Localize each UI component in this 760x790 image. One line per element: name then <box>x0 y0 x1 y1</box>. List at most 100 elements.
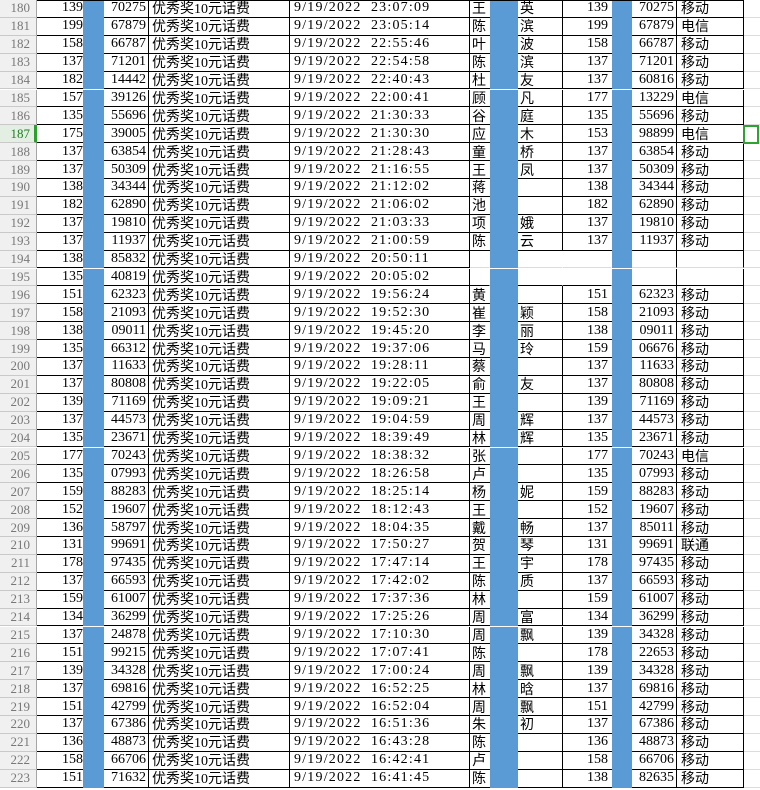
masked-column-2[interactable] <box>490 698 518 716</box>
cell-number-prefix[interactable]: 153 <box>563 125 612 144</box>
cell-surname[interactable]: 李 <box>470 322 490 341</box>
grid-margin-cell[interactable] <box>744 197 760 215</box>
cell-number-left[interactable]: 137 <box>37 215 83 233</box>
cell-number-suffix[interactable]: 48873 <box>104 733 149 752</box>
cell-number-left[interactable]: 137 <box>37 716 83 734</box>
grid-margin-cell[interactable] <box>744 680 760 699</box>
masked-column-3[interactable] <box>612 680 632 699</box>
cell-number-tail[interactable]: 19607 <box>632 501 677 520</box>
cell-number-suffix[interactable]: 07993 <box>104 465 149 484</box>
cell-carrier[interactable]: 移动 <box>677 716 744 734</box>
active-cell-selection[interactable] <box>743 124 759 144</box>
cell-datetime[interactable]: 9/19/2022 16:41:45 <box>290 769 470 788</box>
cell-carrier[interactable]: 移动 <box>677 214 744 233</box>
cell-number-tail[interactable]: 69816 <box>632 680 677 699</box>
cell-prize[interactable]: 优秀奖10元话费 <box>149 465 290 484</box>
cell-number-suffix[interactable]: 63854 <box>104 143 149 162</box>
cell-surname[interactable]: 陈 <box>470 644 490 663</box>
masked-column-1[interactable] <box>83 268 104 287</box>
masked-column-3[interactable] <box>612 71 632 90</box>
cell-number-suffix[interactable]: 97435 <box>104 554 149 573</box>
masked-column-1[interactable] <box>83 716 104 734</box>
cell-prize[interactable]: 优秀奖10元话费 <box>149 716 290 734</box>
cell-surname[interactable]: 顾 <box>470 90 490 108</box>
cell-given-name[interactable] <box>518 465 563 484</box>
cell-number-suffix[interactable]: 66312 <box>104 340 149 358</box>
cell-number-suffix[interactable]: 67879 <box>104 17 149 36</box>
masked-column-1[interactable] <box>83 196 104 215</box>
cell-given-name[interactable]: 晗 <box>518 680 563 699</box>
grid-margin-cell[interactable] <box>744 734 760 752</box>
grid-margin-cell[interactable] <box>744 179 760 197</box>
row-header-cell[interactable]: 189 <box>0 161 37 179</box>
cell-datetime[interactable]: 9/19/2022 18:12:43 <box>290 501 470 520</box>
cell-surname[interactable]: 周 <box>470 609 490 627</box>
cell-given-name[interactable] <box>518 501 563 520</box>
cell-number-tail[interactable]: 42799 <box>632 698 677 716</box>
cell-given-name[interactable]: 凡 <box>518 89 563 108</box>
cell-prize[interactable]: 优秀奖10元话费 <box>149 143 290 162</box>
masked-column-3[interactable] <box>612 662 632 681</box>
masked-column-1[interactable] <box>83 572 104 591</box>
cell-surname[interactable] <box>470 251 490 269</box>
cell-surname[interactable]: 陈 <box>470 734 490 752</box>
row-header-cell[interactable]: 194 <box>0 250 37 269</box>
masked-column-1[interactable] <box>83 698 104 716</box>
cell-datetime[interactable]: 9/19/2022 21:00:59 <box>290 232 470 251</box>
grid-margin-cell[interactable] <box>744 555 760 573</box>
row-header-cell[interactable]: 222 <box>0 751 37 770</box>
masked-column-3[interactable] <box>612 375 632 394</box>
masked-column-1[interactable] <box>83 769 104 788</box>
cell-number-left[interactable]: 137 <box>37 573 83 591</box>
masked-column-1[interactable] <box>83 250 104 269</box>
cell-carrier[interactable]: 移动 <box>677 662 744 681</box>
grid-margin-cell[interactable] <box>744 0 760 18</box>
cell-number-tail[interactable]: 62323 <box>632 286 677 305</box>
masked-column-1[interactable] <box>83 232 104 251</box>
cell-carrier[interactable] <box>677 268 744 287</box>
masked-column-1[interactable] <box>83 590 104 609</box>
cell-prize[interactable]: 优秀奖10元话费 <box>149 161 290 179</box>
cell-datetime[interactable]: 9/19/2022 19:56:24 <box>290 286 470 305</box>
cell-number-tail[interactable]: 80808 <box>632 375 677 394</box>
masked-column-1[interactable] <box>83 214 104 233</box>
cell-carrier[interactable]: 移动 <box>677 769 744 788</box>
grid-margin-cell[interactable] <box>744 107 760 126</box>
masked-column-3[interactable] <box>612 232 632 251</box>
cell-prize[interactable]: 优秀奖10元话费 <box>149 0 290 18</box>
masked-column-3[interactable] <box>612 214 632 233</box>
masked-column-3[interactable] <box>612 358 632 376</box>
cell-number-prefix[interactable]: 137 <box>563 680 612 699</box>
cell-number-tail[interactable]: 70243 <box>632 447 677 466</box>
cell-datetime[interactable]: 9/19/2022 16:51:36 <box>290 716 470 734</box>
grid-margin-cell[interactable] <box>744 161 760 179</box>
cell-carrier[interactable]: 电信 <box>677 125 744 144</box>
cell-carrier[interactable]: 移动 <box>677 107 744 126</box>
masked-column-1[interactable] <box>83 286 104 305</box>
row-header-cell[interactable]: 200 <box>0 358 37 376</box>
cell-surname[interactable]: 陈 <box>470 573 490 591</box>
masked-column-1[interactable] <box>83 465 104 484</box>
masked-column-3[interactable] <box>612 769 632 788</box>
cell-number-suffix[interactable]: 70243 <box>104 447 149 466</box>
cell-number-suffix[interactable]: 80808 <box>104 375 149 394</box>
cell-number-left[interactable]: 152 <box>37 501 83 520</box>
row-header-cell[interactable]: 223 <box>0 769 37 788</box>
cell-number-tail[interactable]: 07993 <box>632 465 677 484</box>
cell-given-name[interactable] <box>518 196 563 215</box>
cell-number-left[interactable]: 135 <box>37 269 83 287</box>
grid-margin-cell[interactable] <box>744 465 760 484</box>
grid-margin-cell[interactable] <box>744 627 760 645</box>
cell-given-name[interactable]: 桥 <box>518 143 563 162</box>
cell-number-suffix[interactable]: 99691 <box>104 537 149 555</box>
row-header-cell[interactable]: 216 <box>0 644 37 663</box>
cell-surname[interactable]: 周 <box>470 698 490 716</box>
cell-number-prefix[interactable]: 182 <box>563 197 612 215</box>
masked-column-2[interactable] <box>490 680 518 699</box>
cell-number-tail[interactable]: 67386 <box>632 716 677 734</box>
cell-number-prefix[interactable]: 137 <box>563 358 612 376</box>
cell-number-suffix[interactable]: 34344 <box>104 179 149 197</box>
masked-column-1[interactable] <box>83 751 104 770</box>
cell-prize[interactable]: 优秀奖10元话费 <box>149 537 290 555</box>
masked-column-1[interactable] <box>83 143 104 162</box>
